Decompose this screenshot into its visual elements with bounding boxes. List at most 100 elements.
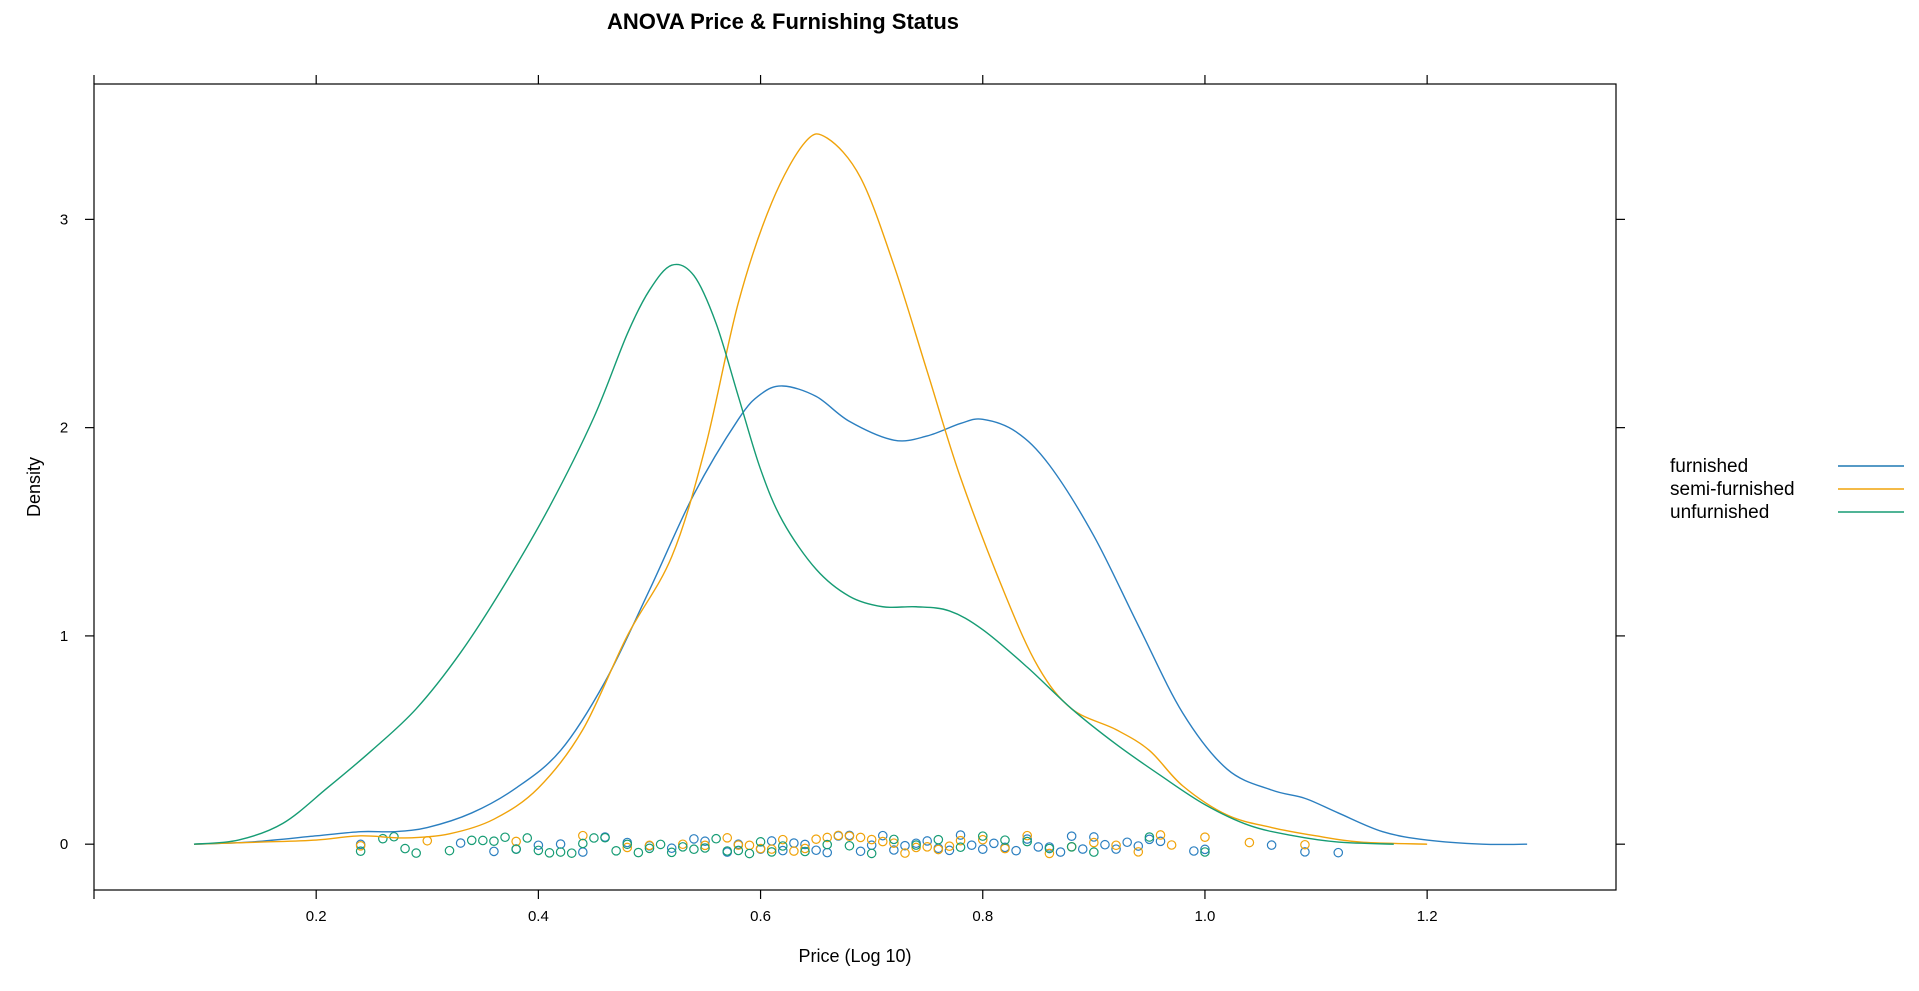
rug-point-unfurnished bbox=[911, 840, 921, 850]
rug-point-unfurnished bbox=[955, 842, 966, 853]
rug-point-semi-furnished bbox=[700, 840, 710, 851]
rug-point-furnished bbox=[1189, 846, 1199, 856]
rug-point-semi-furnished bbox=[1133, 847, 1144, 857]
rug-point-semi-furnished bbox=[789, 846, 799, 856]
rug-point-semi-furnished bbox=[578, 830, 588, 841]
rug-point-semi-furnished bbox=[877, 836, 888, 847]
rug-point-unfurnished bbox=[489, 836, 499, 846]
line-furnished bbox=[193, 385, 1528, 846]
y-tick-label: 3 bbox=[60, 211, 68, 228]
rug-point-semi-furnished bbox=[722, 833, 733, 843]
rug-point-semi-furnished bbox=[1244, 837, 1255, 848]
rug-point-unfurnished bbox=[622, 839, 633, 850]
rug-point-furnished bbox=[1300, 847, 1310, 857]
legend-label-unfurnished: unfurnished bbox=[1670, 502, 1769, 523]
rug-point-furnished bbox=[800, 839, 810, 850]
rug-point-unfurnished bbox=[522, 833, 533, 843]
rug-point-furnished bbox=[1200, 844, 1210, 855]
rug-point-semi-furnished bbox=[922, 842, 933, 852]
rug-point-semi-furnished bbox=[422, 835, 433, 846]
rug-point-furnished bbox=[922, 836, 933, 846]
rug-point-unfurnished bbox=[611, 846, 621, 856]
rug-point-unfurnished bbox=[678, 842, 688, 852]
rug-point-furnished bbox=[555, 839, 566, 849]
rug-point-unfurnished bbox=[766, 847, 777, 857]
rug-point-furnished bbox=[977, 844, 988, 854]
rug-point-furnished bbox=[1022, 834, 1032, 844]
legend-label-semi-furnished: semi-furnished bbox=[1670, 479, 1795, 500]
rug-point-semi-furnished bbox=[1300, 839, 1310, 850]
rug-point-unfurnished bbox=[633, 847, 644, 858]
y-axis: 0 1 2 3 bbox=[60, 211, 1625, 853]
rug-point-semi-furnished bbox=[889, 838, 899, 848]
rug-point-unfurnished bbox=[466, 835, 477, 846]
rug-point-semi-furnished bbox=[833, 830, 844, 841]
rug-point-semi-furnished bbox=[911, 842, 921, 853]
rug-point-unfurnished bbox=[844, 840, 855, 851]
rug-point-furnished bbox=[533, 840, 544, 851]
rug-point-furnished bbox=[1111, 844, 1121, 854]
rug-point-unfurnished bbox=[822, 839, 833, 850]
rug-point-semi-furnished bbox=[644, 840, 655, 851]
rug-point-semi-furnished bbox=[744, 840, 755, 851]
rug-point-furnished bbox=[700, 836, 710, 847]
rug-point-semi-furnished bbox=[977, 834, 988, 845]
rug-point-furnished bbox=[989, 838, 999, 849]
rug-point-unfurnished bbox=[755, 837, 766, 847]
rug-point-furnished bbox=[1033, 842, 1044, 852]
rug-point-furnished bbox=[855, 846, 866, 857]
rug-point-unfurnished bbox=[1089, 847, 1099, 857]
rug-point-furnished bbox=[1333, 847, 1344, 858]
rug-point-unfurnished bbox=[555, 847, 566, 857]
y-tick-label: 2 bbox=[60, 420, 68, 437]
rug-point-unfurnished bbox=[589, 833, 599, 843]
rug-point-unfurnished bbox=[733, 845, 744, 856]
rug-point-semi-furnished bbox=[1155, 830, 1166, 840]
x-axis-title: Price (Log 10) bbox=[798, 946, 911, 966]
rug-point-semi-furnished bbox=[866, 834, 877, 845]
rug-point-unfurnished bbox=[378, 833, 388, 844]
rug-point-unfurnished bbox=[666, 847, 677, 858]
rug-point-unfurnished bbox=[689, 844, 699, 855]
rug-point-furnished bbox=[789, 838, 799, 848]
rug-point-unfurnished bbox=[1066, 842, 1077, 852]
rug-point-furnished bbox=[955, 830, 966, 840]
rug-point-furnished bbox=[1011, 845, 1021, 856]
rug-point-furnished bbox=[489, 846, 499, 857]
rug-point-unfurnished bbox=[389, 831, 399, 842]
rug-point-furnished bbox=[1133, 841, 1144, 851]
rug-point-unfurnished bbox=[511, 844, 521, 855]
rug-point-furnished bbox=[777, 845, 788, 856]
rug-points bbox=[355, 830, 1344, 859]
rug-point-unfurnished bbox=[500, 832, 510, 843]
rug-point-unfurnished bbox=[566, 848, 577, 858]
rug-point-semi-furnished bbox=[355, 841, 366, 851]
rug-point-unfurnished bbox=[800, 846, 810, 857]
x-tick-label: 0.2 bbox=[306, 908, 327, 925]
rug-point-semi-furnished bbox=[822, 832, 833, 843]
rug-point-unfurnished bbox=[711, 833, 721, 844]
rug-point-semi-furnished bbox=[1044, 848, 1055, 859]
rug-point-furnished bbox=[766, 836, 777, 846]
rug-point-semi-furnished bbox=[1200, 832, 1210, 843]
rug-point-furnished bbox=[966, 840, 977, 850]
rug-point-unfurnished bbox=[1144, 832, 1155, 842]
rug-point-semi-furnished bbox=[955, 835, 966, 846]
rug-point-unfurnished bbox=[977, 831, 988, 841]
rug-point-furnished bbox=[1155, 836, 1166, 847]
rug-point-semi-furnished bbox=[1022, 830, 1032, 841]
rug-point-unfurnished bbox=[400, 843, 410, 854]
rug-point-unfurnished bbox=[1044, 843, 1055, 854]
rug-point-semi-furnished bbox=[678, 839, 688, 850]
rug-point-furnished bbox=[889, 845, 899, 855]
rug-point-semi-furnished bbox=[933, 844, 944, 855]
rug-point-furnished bbox=[900, 840, 910, 851]
rug-point-furnished bbox=[822, 847, 833, 858]
rug-point-unfurnished bbox=[533, 845, 544, 856]
rug-point-furnished bbox=[1100, 839, 1110, 850]
rug-point-unfurnished bbox=[777, 841, 788, 851]
rug-point-furnished bbox=[1266, 840, 1277, 850]
rug-point-semi-furnished bbox=[855, 832, 866, 843]
rug-point-furnished bbox=[944, 845, 955, 856]
